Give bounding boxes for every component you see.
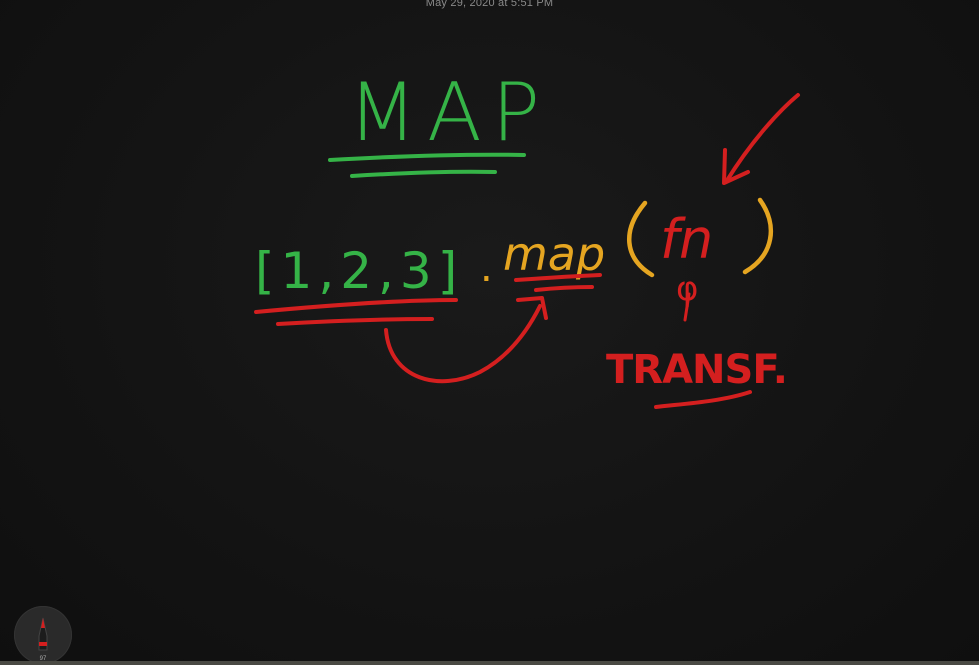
note-date: May 29, 2020 at 5:51 PM [425, 0, 554, 9]
title-underline-2 [350, 169, 497, 178]
bottom-edge [0, 661, 979, 665]
title-map: MAP [348, 66, 550, 159]
transform-annotation: TRANSF. [606, 347, 787, 393]
method-map: map [503, 227, 605, 281]
method-dot: . [480, 245, 493, 291]
pen-tool-button[interactable]: 97 [14, 606, 72, 664]
array-literal: [1,2,3] [255, 242, 463, 300]
transform-underline [654, 390, 752, 409]
map-underline-1 [514, 273, 602, 282]
flow-arrow-curve [384, 304, 542, 384]
array-underline-2 [276, 317, 434, 326]
fn-label: fn [660, 208, 713, 271]
pen-tool-icon [38, 617, 48, 651]
pen-size-label: 97 [39, 656, 47, 662]
title-underline-1 [328, 152, 526, 162]
flow-arrow-head [516, 296, 548, 320]
map-underline-2 [534, 285, 594, 292]
pointer-arrow-head [722, 148, 750, 185]
open-paren [627, 200, 655, 278]
phi-stem [683, 292, 691, 322]
array-underline-1 [254, 298, 458, 314]
pointer-arrow-shaft [724, 93, 800, 184]
close-paren [742, 197, 774, 275]
fn-symbol: φ [676, 269, 698, 309]
